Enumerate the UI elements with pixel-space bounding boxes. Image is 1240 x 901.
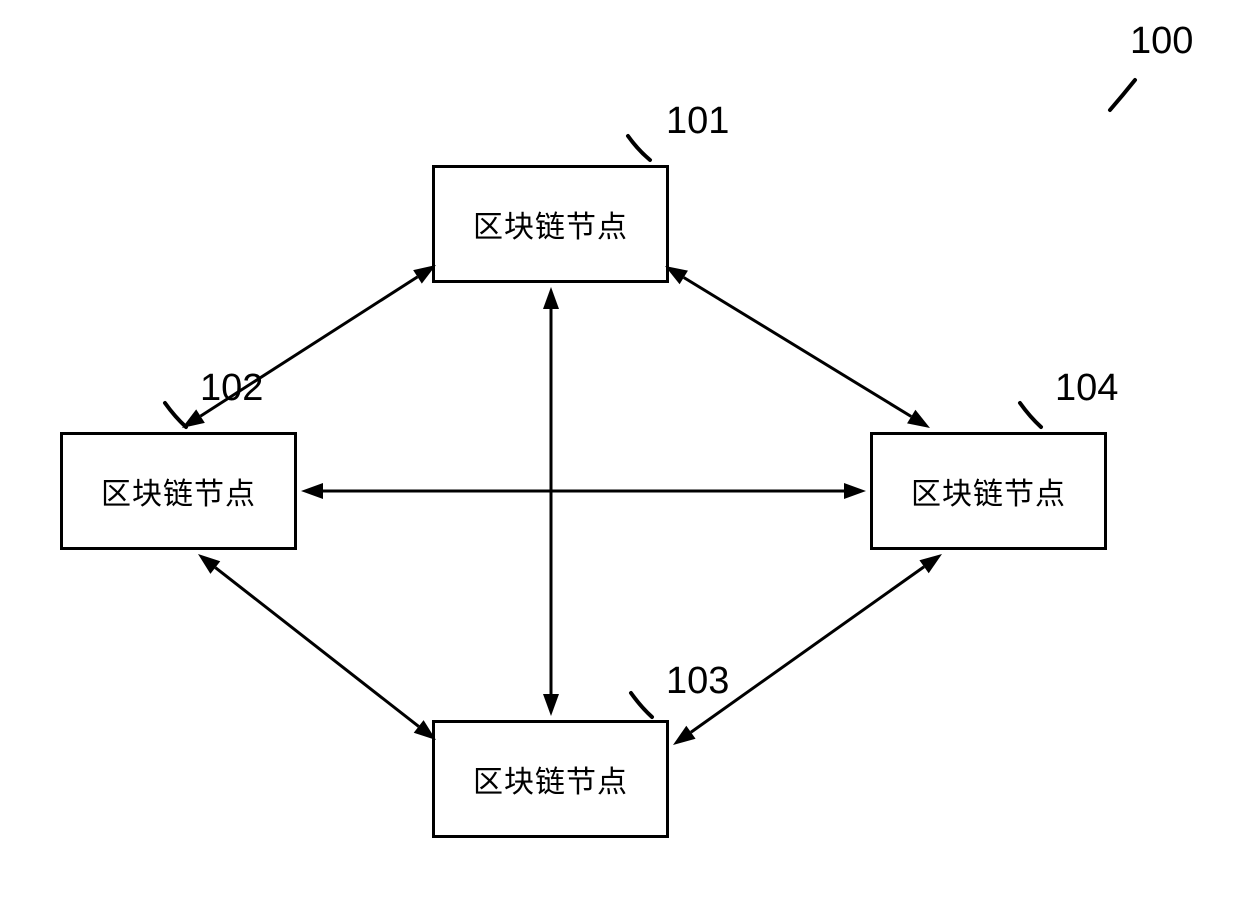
diagram-canvas: 区块链节点 101 区块链节点 102 区块链节点 103 区块链节点 104 … [0,0,1240,901]
ref-104: 104 [1055,367,1118,410]
ref-102: 102 [200,367,263,410]
node-103-label: 区块链节点 [473,757,628,801]
ref-101: 101 [666,100,729,143]
node-101-label: 区块链节点 [473,202,628,246]
node-101: 区块链节点 [432,165,669,283]
node-104-label: 区块链节点 [911,469,1066,513]
node-102: 区块链节点 [60,432,297,550]
node-102-label: 区块链节点 [101,469,256,513]
node-104: 区块链节点 [870,432,1107,550]
node-103: 区块链节点 [432,720,669,838]
ref-103: 103 [666,660,729,703]
ref-100: 100 [1130,20,1193,63]
